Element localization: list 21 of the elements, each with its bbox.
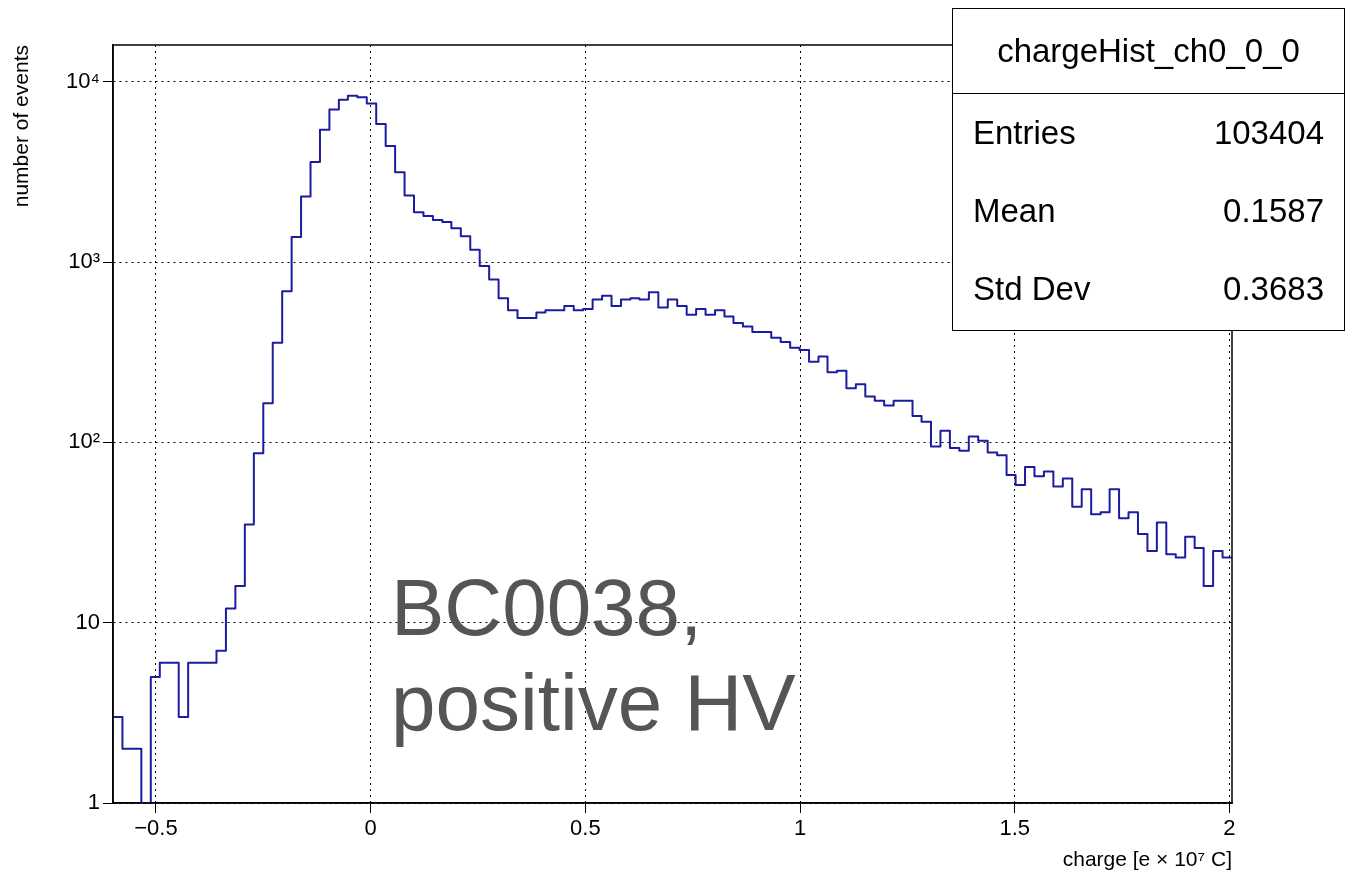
- annotation: Mean: [973, 192, 1056, 230]
- x-tick-label: 0.5: [570, 815, 601, 841]
- annotation: 0.1587: [1223, 192, 1324, 230]
- x-axis-title: charge [e × 10⁷ C]: [1062, 847, 1232, 871]
- annotation: 103404: [1213, 114, 1324, 152]
- y-axis-title: number of events: [9, 45, 33, 208]
- annotation: Entries: [973, 114, 1076, 152]
- annotation: Std Dev: [973, 270, 1091, 308]
- y-tick-label: 10: [75, 608, 100, 634]
- y-tick-label: 10³: [68, 248, 100, 274]
- x-tick-label: −0.5: [134, 815, 178, 841]
- y-tick-label: 1: [87, 789, 100, 815]
- x-tick-label: 0: [364, 815, 377, 841]
- x-tick-label: 1: [793, 815, 807, 841]
- x-tick-label: 1.5: [999, 815, 1031, 841]
- annotation: BC0038, positive HV: [391, 562, 797, 749]
- annotation: chargeHist_ch0_0_0: [997, 32, 1300, 70]
- annotation: 0.3683: [1223, 270, 1324, 308]
- y-tick-label: 10²: [68, 428, 100, 454]
- x-tick-label: 2: [1223, 815, 1236, 841]
- y-tick-label: 10⁴: [66, 67, 100, 93]
